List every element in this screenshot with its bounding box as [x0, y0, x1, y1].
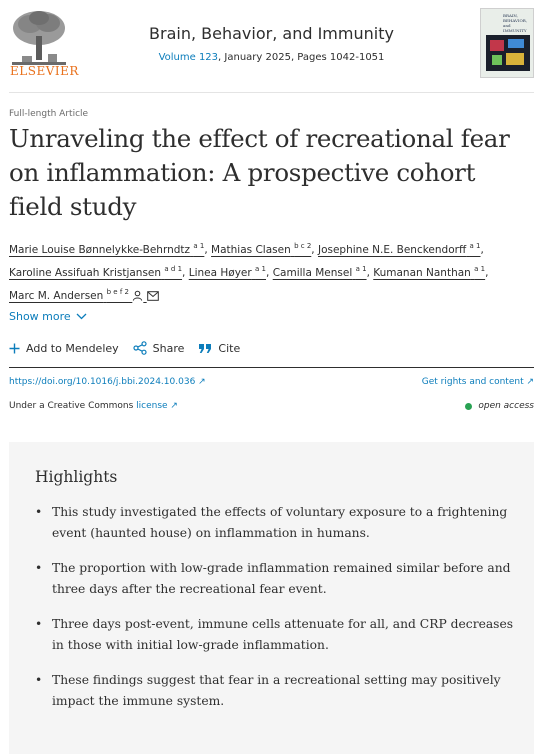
- publisher-name: ELSEVIER: [10, 64, 79, 78]
- author-link-corresponding[interactable]: Marc M. Andersen b e f 2: [9, 288, 159, 302]
- highlights-section: Highlights • This study investigated the …: [9, 442, 534, 754]
- article-type: Full-length Article: [9, 109, 89, 119]
- actions-divider: [9, 367, 534, 368]
- chevron-down-icon: [76, 313, 87, 320]
- header-divider: [9, 92, 534, 93]
- issue-details: , January 2025, Pages 1042-1051: [218, 52, 385, 63]
- cite-label: Cite: [218, 341, 241, 355]
- cover-title: BRAIN, BEHAVIOR, and IMMUNITY: [503, 13, 528, 33]
- open-access-dot-icon: [465, 402, 473, 410]
- highlights-list: • This study investigated the effects of …: [35, 502, 515, 726]
- open-access-badge: open access: [465, 401, 534, 411]
- elsevier-logo[interactable]: [8, 8, 74, 80]
- author-link[interactable]: Linea Høyer a 1: [188, 265, 267, 279]
- rights-link[interactable]: Get rights and content ↗: [421, 377, 534, 387]
- envelope-icon[interactable]: [146, 291, 159, 301]
- add-to-mendeley-button[interactable]: Add to Mendeley: [9, 342, 119, 355]
- author-link[interactable]: Mathias Clasen b c 2: [211, 242, 312, 256]
- highlight-item: • This study investigated the effects of …: [35, 502, 515, 544]
- highlight-item: • Three days post-event, immune cells att…: [35, 614, 515, 656]
- highlight-item: • These findings suggest that fear in a r…: [35, 670, 515, 712]
- article-title: Unraveling the effect of recreational fe…: [9, 124, 510, 221]
- volume-link[interactable]: Volume 123: [158, 52, 219, 63]
- issue-info: Volume 123, January 2025, Pages 1042-105…: [0, 52, 543, 63]
- bullet-icon: •: [35, 561, 43, 575]
- journal-title-link[interactable]: Brain, Behavior, and Immunity: [149, 24, 394, 43]
- bullet-icon: •: [35, 673, 43, 687]
- author-link[interactable]: Josephine N.E. Benckendorff a 1: [317, 242, 481, 256]
- elsevier-tree-icon: [8, 8, 70, 66]
- doi-link[interactable]: https://doi.org/10.1016/j.bbi.2024.10.03…: [9, 377, 206, 387]
- article-actions: Add to Mendeley Share Cite: [9, 341, 254, 355]
- show-more-button[interactable]: Show more: [9, 310, 87, 323]
- license-prefix: Under a Creative Commons: [9, 401, 137, 411]
- share-button[interactable]: Share: [133, 341, 185, 355]
- highlights-title: Highlights: [35, 468, 118, 486]
- share-label: Share: [152, 341, 185, 355]
- author-link[interactable]: Kumanan Nanthan a 1: [373, 265, 486, 279]
- plus-icon: [9, 343, 20, 353]
- quote-icon: [199, 343, 212, 353]
- cite-button[interactable]: Cite: [198, 342, 240, 355]
- open-access-label: open access: [478, 401, 534, 411]
- mendeley-label: Add to Mendeley: [26, 341, 119, 355]
- person-icon: [133, 290, 143, 301]
- show-more-label: Show more: [9, 310, 71, 323]
- cover-image: [486, 35, 530, 71]
- journal-title: Brain, Behavior, and Immunity: [0, 24, 543, 43]
- license-info: Under a Creative Commons license ↗: [9, 401, 178, 411]
- author-list: Marie Louise Bønnelykke-Behrndtz a 1, Ma…: [9, 242, 489, 302]
- highlight-item: • The proportion with low-grade inflammat…: [35, 558, 515, 600]
- journal-cover-thumbnail[interactable]: BRAIN, BEHAVIOR, and IMMUNITY: [480, 8, 534, 78]
- author-link[interactable]: Camilla Mensel a 1: [272, 265, 367, 279]
- page-header: ELSEVIER Brain, Behavior, and Immunity V…: [0, 0, 543, 92]
- license-link[interactable]: license ↗: [136, 401, 178, 411]
- author-link[interactable]: Karoline Assifuah Kristjansen a d 1: [9, 265, 183, 279]
- bullet-icon: •: [35, 505, 43, 519]
- author-link[interactable]: Marie Louise Bønnelykke-Behrndtz a 1: [9, 242, 205, 256]
- share-icon: [133, 341, 147, 355]
- bullet-icon: •: [35, 617, 43, 631]
